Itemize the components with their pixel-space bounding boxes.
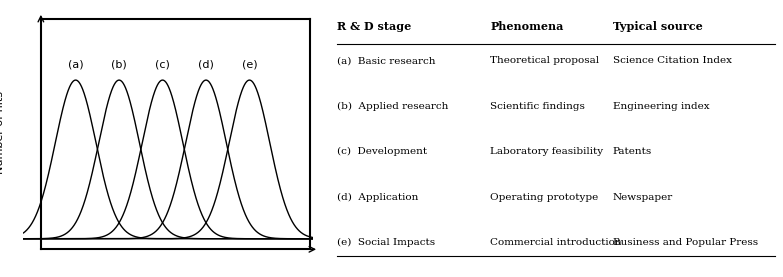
- Text: (e)  Social Impacts: (e) Social Impacts: [337, 238, 435, 247]
- Text: Science Citation Index: Science Citation Index: [613, 56, 732, 65]
- Text: (e): (e): [242, 60, 258, 70]
- Text: Laboratory feasibility: Laboratory feasibility: [490, 147, 603, 156]
- Text: (a)  Basic research: (a) Basic research: [337, 56, 435, 65]
- Text: Newspaper: Newspaper: [613, 193, 673, 202]
- Text: (b)  Applied research: (b) Applied research: [337, 102, 448, 111]
- Text: (d)  Application: (d) Application: [337, 193, 418, 202]
- Text: Typical source: Typical source: [613, 21, 702, 32]
- Text: Engineering index: Engineering index: [613, 102, 709, 111]
- Text: (a): (a): [68, 60, 84, 70]
- Text: Scientific findings: Scientific findings: [490, 102, 585, 111]
- Text: Commercial introduction: Commercial introduction: [490, 238, 622, 247]
- Text: (c)  Development: (c) Development: [337, 147, 427, 156]
- Text: (b): (b): [111, 60, 127, 70]
- Text: Business and Popular Press: Business and Popular Press: [613, 238, 758, 247]
- Text: (c): (c): [155, 60, 170, 70]
- Text: Phenomena: Phenomena: [490, 21, 564, 32]
- Text: (d): (d): [198, 60, 214, 70]
- Text: Patents: Patents: [613, 147, 652, 156]
- Text: Theoretical proposal: Theoretical proposal: [490, 56, 599, 65]
- Text: R & D stage: R & D stage: [337, 21, 411, 32]
- Text: Number of hits: Number of hits: [0, 91, 5, 175]
- Text: Operating prototype: Operating prototype: [490, 193, 598, 202]
